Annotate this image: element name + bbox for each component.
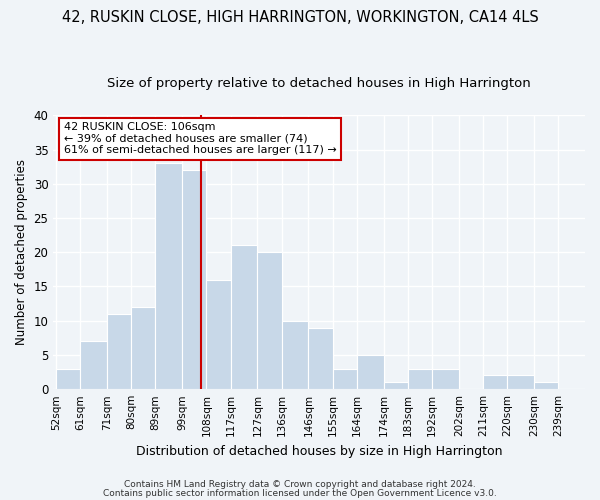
Bar — [56, 368, 80, 389]
Bar — [432, 368, 459, 389]
Text: 42 RUSKIN CLOSE: 106sqm
← 39% of detached houses are smaller (74)
61% of semi-de: 42 RUSKIN CLOSE: 106sqm ← 39% of detache… — [64, 122, 337, 156]
Bar — [483, 376, 507, 389]
Bar — [230, 246, 257, 389]
Bar — [131, 307, 155, 389]
Bar — [257, 252, 281, 389]
Bar — [308, 328, 332, 389]
Bar — [534, 382, 558, 389]
Text: 42, RUSKIN CLOSE, HIGH HARRINGTON, WORKINGTON, CA14 4LS: 42, RUSKIN CLOSE, HIGH HARRINGTON, WORKI… — [62, 10, 538, 25]
Bar — [357, 355, 383, 389]
Title: Size of property relative to detached houses in High Harrington: Size of property relative to detached ho… — [107, 78, 531, 90]
Bar — [507, 376, 534, 389]
Bar — [155, 163, 182, 389]
Text: Contains public sector information licensed under the Open Government Licence v3: Contains public sector information licen… — [103, 489, 497, 498]
X-axis label: Distribution of detached houses by size in High Harrington: Distribution of detached houses by size … — [136, 444, 502, 458]
Bar — [281, 320, 308, 389]
Bar — [80, 341, 107, 389]
Bar — [206, 280, 230, 389]
Bar — [383, 382, 408, 389]
Text: Contains HM Land Registry data © Crown copyright and database right 2024.: Contains HM Land Registry data © Crown c… — [124, 480, 476, 489]
Bar — [408, 368, 432, 389]
Bar — [332, 368, 357, 389]
Bar — [182, 170, 206, 389]
Y-axis label: Number of detached properties: Number of detached properties — [15, 159, 28, 345]
Bar — [107, 314, 131, 389]
